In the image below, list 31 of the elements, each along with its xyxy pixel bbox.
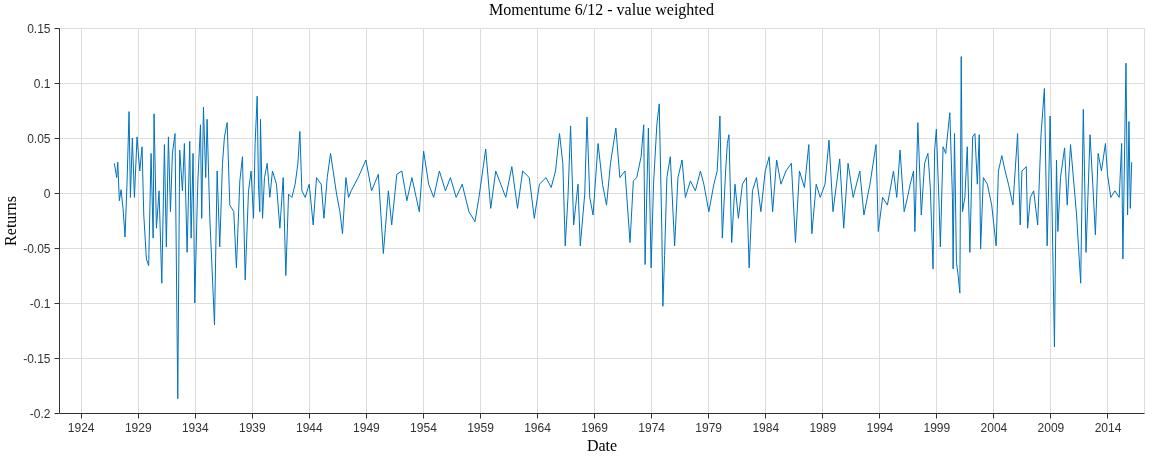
y-tick-label: -0.05 (23, 241, 51, 256)
x-tick-label: 1934 (181, 420, 209, 435)
y-tick-label: 0 (43, 186, 51, 201)
y-tick-label: 0.1 (33, 76, 51, 91)
x-tick-label: 1979 (695, 420, 723, 435)
x-tick-label: 1939 (238, 420, 266, 435)
x-tick-label: 1999 (923, 420, 951, 435)
x-tick-label: 1954 (410, 420, 438, 435)
x-tick-label: 1959 (467, 420, 495, 435)
y-tick-label: -0.2 (29, 406, 51, 421)
x-tick-label: 1994 (866, 420, 894, 435)
y-tick-label: 0.15 (27, 21, 51, 36)
x-tick-label: 1964 (524, 420, 552, 435)
x-tick-label: 1989 (809, 420, 837, 435)
x-tick-label: 2009 (1037, 420, 1065, 435)
chart-title: Momentume 6/12 - value weighted (489, 1, 714, 19)
y-tick-label: -0.15 (23, 351, 51, 366)
y-tick-label: -0.1 (29, 296, 51, 311)
x-tick-label: 2004 (980, 420, 1008, 435)
x-tick-label: 1974 (638, 420, 666, 435)
y-axis-title: Returns (2, 196, 20, 246)
x-tick-label: 2014 (1094, 420, 1122, 435)
x-tick-label: 1969 (581, 420, 609, 435)
x-tick-label: 1949 (353, 420, 381, 435)
x-axis-title: Date (586, 436, 618, 454)
x-tick-label: 1929 (124, 420, 152, 435)
x-tick-label: 1924 (67, 420, 95, 435)
line-series (113, 56, 1133, 400)
x-tick-label: 1984 (752, 420, 780, 435)
y-tick-label: 0.05 (27, 131, 51, 146)
x-tick-label: 1944 (296, 420, 324, 435)
